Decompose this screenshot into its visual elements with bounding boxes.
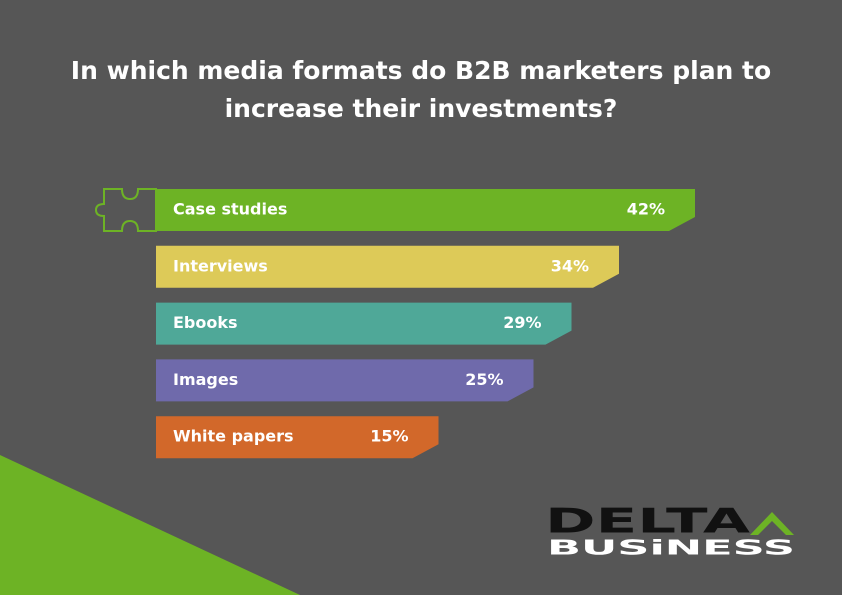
value-label: 29%	[503, 313, 541, 332]
bar	[156, 359, 534, 402]
title-box: In which media formats do B2B marketers …	[70, 56, 772, 123]
category-label: Images	[173, 370, 238, 389]
category-label: Interviews	[173, 256, 268, 275]
logo-mark	[750, 512, 794, 535]
chart-title: In which media formats do B2B marketers …	[70, 56, 772, 123]
bar	[156, 245, 619, 288]
puzzle-icon	[94, 188, 157, 232]
bar	[156, 416, 439, 459]
value-label: 25%	[465, 370, 503, 389]
category-label: White papers	[173, 427, 294, 446]
logo-line1: DELTA	[545, 502, 751, 542]
bar	[156, 302, 572, 345]
corner-decoration	[0, 455, 300, 595]
value-label: 42%	[627, 200, 665, 219]
logo-line2: BUSiNESS	[547, 536, 795, 560]
value-label: 15%	[370, 427, 408, 446]
value-label: 34%	[551, 256, 589, 275]
category-label: Case studies	[173, 200, 287, 219]
bars: Case studies 42% Interviews 34% Ebooks 29% Ima…	[156, 189, 695, 459]
bar	[156, 189, 695, 231]
category-label: Ebooks	[173, 313, 238, 332]
